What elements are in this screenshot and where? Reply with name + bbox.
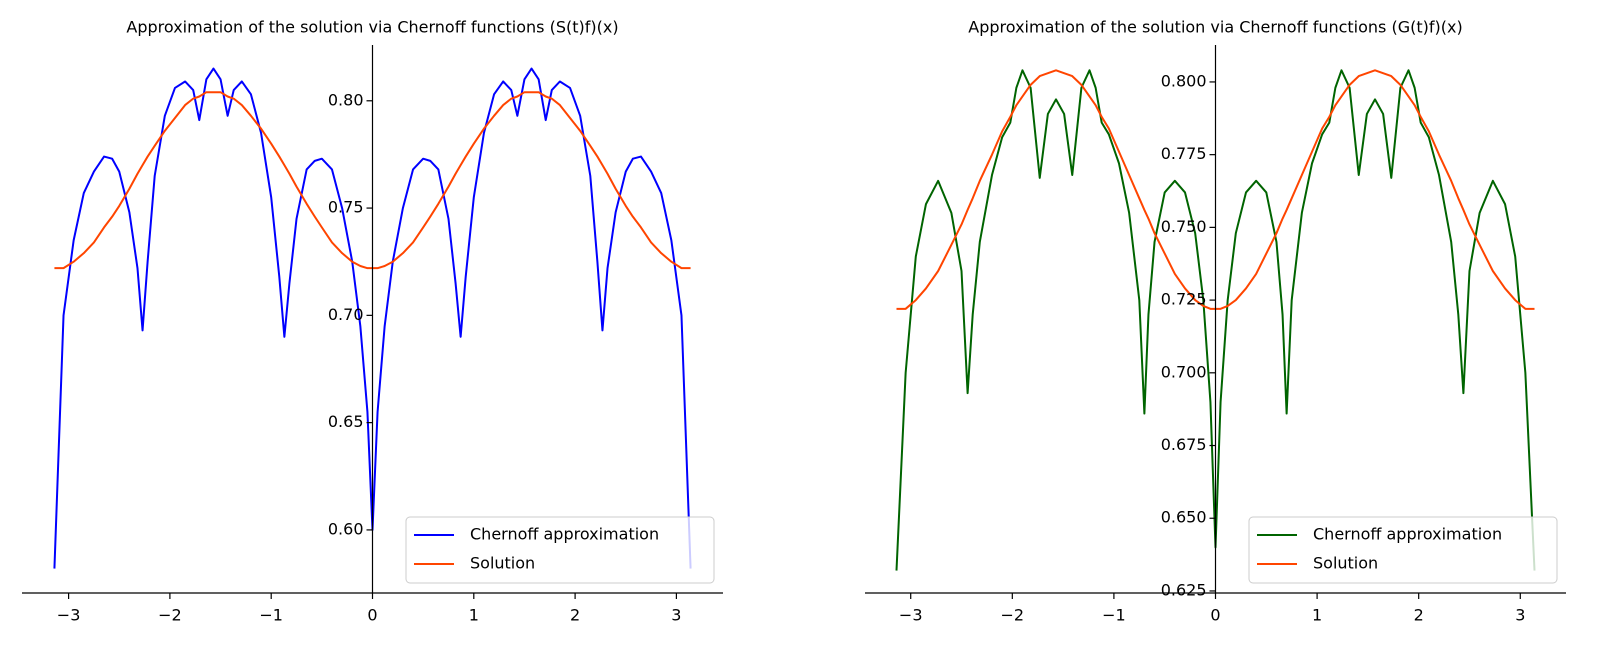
x-tick-label: 1 xyxy=(469,606,479,625)
chart-title: Approximation of the solution via Cherno… xyxy=(126,18,618,37)
legend-label: Solution xyxy=(1313,554,1378,573)
legend: Chernoff approximation Solution xyxy=(405,516,715,584)
x-tick-label: 3 xyxy=(671,606,681,625)
legend-box xyxy=(405,516,715,584)
y-tick-label: 0.750 xyxy=(1161,217,1207,236)
y-tick-label: 0.775 xyxy=(1161,144,1207,163)
legend-label: Chernoff approximation xyxy=(1313,525,1502,544)
y-tick-label: 0.75 xyxy=(328,198,364,217)
axes: Approximation of the solution via Cherno… xyxy=(865,18,1566,625)
y-tick-label: 0.625 xyxy=(1161,580,1207,599)
y-tick-label: 0.70 xyxy=(328,305,364,324)
x-tick-label: −1 xyxy=(259,606,283,625)
y-tick-label: 0.725 xyxy=(1161,290,1207,309)
y-tick-label: 0.65 xyxy=(328,412,364,431)
y-tick-label: 0.80 xyxy=(328,90,364,109)
x-tick-label: 2 xyxy=(1414,606,1424,625)
axes: Approximation of the solution via Cherno… xyxy=(22,18,723,625)
y-tick-label: 0.800 xyxy=(1161,71,1207,90)
x-tick-label: 0 xyxy=(1210,606,1220,625)
y-tick-label: 0.650 xyxy=(1161,508,1207,527)
x-tick-label: −3 xyxy=(57,606,81,625)
y-tick-label: 0.700 xyxy=(1161,362,1207,381)
y-tick-label: 0.60 xyxy=(328,519,364,538)
chart-title: Approximation of the solution via Cherno… xyxy=(968,18,1462,37)
x-tick-label: −2 xyxy=(158,606,182,625)
x-tick-label: −2 xyxy=(1001,606,1025,625)
x-tick-label: 0 xyxy=(367,606,377,625)
x-tick-label: 1 xyxy=(1312,606,1322,625)
x-tick-label: −3 xyxy=(899,606,923,625)
legend-label: Chernoff approximation xyxy=(470,525,659,544)
x-tick-label: −1 xyxy=(1102,606,1126,625)
x-tick-label: 3 xyxy=(1515,606,1525,625)
legend: Chernoff approximation Solution xyxy=(1248,516,1558,584)
legend-box xyxy=(1248,516,1558,584)
y-tick-label: 0.675 xyxy=(1161,435,1207,454)
legend-label: Solution xyxy=(470,554,535,573)
x-tick-label: 2 xyxy=(570,606,580,625)
